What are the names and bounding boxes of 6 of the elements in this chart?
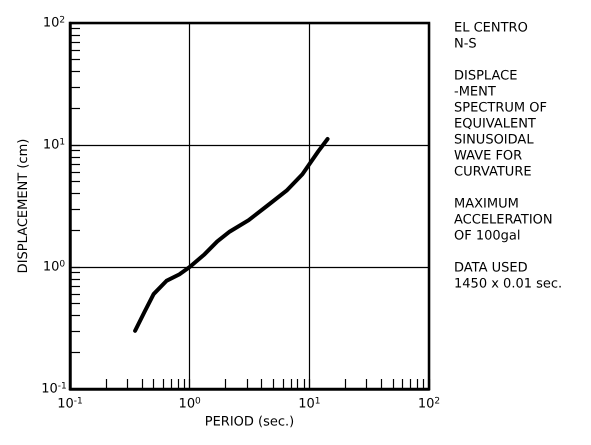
text: DISPLACE -MENT SPECTRUM OF EQUIVALENT SINUSOIDAL WAVE FOR CURVATURE <box>454 68 547 180</box>
x-axis-title: PERIOD (sec.) <box>204 414 294 430</box>
text: MAXIMUM ACCELERATION OF 100gal <box>454 196 553 244</box>
text: EL CENTRO N-S <box>454 20 528 52</box>
y-axis-title: DISPLACEMENT (cm) <box>16 138 31 274</box>
text: DATA USED 1450 x 0.01 sec. <box>454 260 562 292</box>
